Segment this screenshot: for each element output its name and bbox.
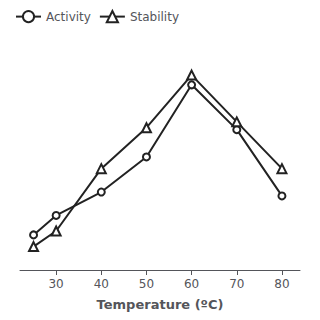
svg-text:Stability: Stability — [130, 10, 179, 24]
svg-text:Activity: Activity — [46, 10, 91, 24]
svg-text:30: 30 — [48, 277, 63, 291]
svg-text:50: 50 — [139, 277, 154, 291]
svg-text:40: 40 — [94, 277, 109, 291]
svg-text:60: 60 — [184, 277, 199, 291]
svg-text:80: 80 — [274, 277, 289, 291]
svg-text:Temperature (ºC): Temperature (ºC) — [97, 297, 224, 312]
svg-text:70: 70 — [229, 277, 244, 291]
